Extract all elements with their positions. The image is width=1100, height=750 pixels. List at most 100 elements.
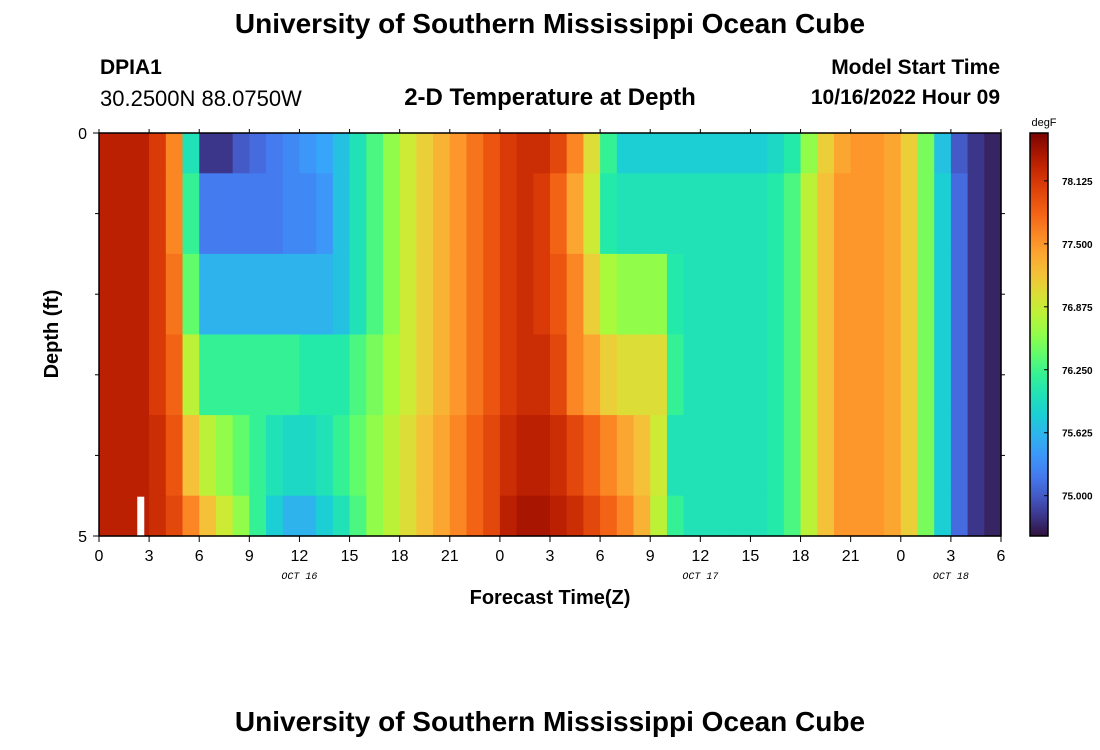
colorbar: 78.125 77.500 76.875 76.250 75.625 75.000 bbox=[1029, 132, 1093, 537]
heatmap-cell bbox=[349, 133, 367, 174]
heatmap-cell bbox=[733, 495, 752, 537]
heatmap-cell bbox=[934, 495, 952, 537]
heatmap-cell bbox=[182, 495, 200, 537]
heatmap-cell bbox=[132, 133, 150, 174]
heatmap-cell bbox=[867, 253, 885, 336]
x-axis: 0 3 6 9 12 15 18 21 0 3 6 9 12 15 18 21 0 3 6 bbox=[95, 129, 1006, 565]
heatmap-cell bbox=[516, 415, 534, 497]
heatmap-cell bbox=[132, 173, 150, 255]
heatmap-cell bbox=[349, 415, 367, 497]
heatmap-cell bbox=[867, 334, 885, 416]
heatmap-cell bbox=[316, 495, 334, 537]
heatmap-cell bbox=[449, 173, 468, 255]
heatmap-cell bbox=[884, 334, 902, 416]
heatmap-cell bbox=[533, 415, 551, 497]
heatmap-cell bbox=[984, 133, 1002, 174]
heatmap-cell bbox=[533, 173, 551, 255]
heatmap-cell bbox=[382, 133, 401, 174]
heatmap-cell bbox=[332, 173, 351, 255]
heatmap-cell bbox=[700, 173, 718, 255]
heatmap-cell bbox=[917, 495, 935, 537]
heatmap-cell bbox=[867, 173, 885, 255]
heatmap-cell bbox=[282, 133, 301, 174]
heatmap-cell bbox=[149, 173, 167, 255]
heatmap-cell bbox=[616, 415, 635, 497]
colorbar-ramp bbox=[1029, 132, 1049, 537]
heatmap-cell bbox=[499, 173, 518, 255]
heatmap-cells bbox=[99, 133, 1002, 537]
heatmap-cell bbox=[215, 173, 234, 255]
heatmap-cell bbox=[934, 133, 952, 174]
footer-title: University of Southern Mississippi Ocean… bbox=[234, 706, 866, 737]
y-tick-label: 0 bbox=[78, 126, 87, 143]
heatmap-cell bbox=[282, 495, 301, 537]
heatmap-cell bbox=[783, 495, 802, 537]
heatmap-cell bbox=[750, 495, 768, 537]
heatmap-cell bbox=[299, 415, 317, 497]
heatmap-cell bbox=[917, 334, 935, 416]
heatmap-cell bbox=[199, 415, 217, 497]
date-label: OCT 16 bbox=[281, 572, 317, 583]
heatmap-cell bbox=[833, 173, 852, 255]
heatmap-cell bbox=[616, 334, 635, 416]
x-tick-label: 18 bbox=[391, 548, 409, 565]
heatmap-cell bbox=[483, 415, 501, 497]
colorbar-tick-label: 75.625 bbox=[1062, 429, 1093, 440]
heatmap-cell bbox=[767, 133, 785, 174]
heatmap-cell bbox=[182, 334, 200, 416]
heatmap-cell bbox=[984, 334, 1002, 416]
colorbar-tick-label: 78.125 bbox=[1062, 177, 1093, 188]
heatmap-cell bbox=[149, 133, 167, 174]
heatmap-cell bbox=[299, 133, 317, 174]
heatmap-cell bbox=[767, 415, 785, 497]
heatmap-cell bbox=[433, 334, 451, 416]
colorbar-tick-label: 77.500 bbox=[1062, 240, 1093, 251]
heatmap-cell bbox=[165, 334, 184, 416]
heatmap-cell bbox=[249, 495, 267, 537]
heatmap-cell bbox=[633, 173, 651, 255]
heatmap-cell bbox=[165, 495, 184, 537]
heatmap-cell bbox=[650, 253, 668, 336]
heatmap-cell bbox=[566, 253, 585, 336]
heatmap-cell bbox=[700, 253, 718, 336]
x-tick-label: 6 bbox=[596, 548, 605, 565]
heatmap-cell bbox=[215, 334, 234, 416]
x-tick-label: 21 bbox=[441, 548, 459, 565]
heatmap-cell bbox=[115, 253, 134, 336]
heatmap-cell bbox=[683, 415, 701, 497]
heatmap-cell bbox=[165, 415, 184, 497]
heatmap-cell bbox=[800, 495, 818, 537]
heatmap-cell bbox=[399, 495, 417, 537]
heatmap-cell bbox=[499, 334, 518, 416]
heatmap-cell bbox=[984, 173, 1002, 255]
heatmap-cell bbox=[366, 253, 384, 336]
heatmap-cell bbox=[817, 334, 835, 416]
heatmap-cell bbox=[516, 253, 534, 336]
x-tick-label: 12 bbox=[291, 548, 309, 565]
heatmap-cell bbox=[366, 415, 384, 497]
heatmap-cell bbox=[433, 133, 451, 174]
heatmap-cell bbox=[282, 334, 301, 416]
heatmap-cell bbox=[833, 415, 852, 497]
heatmap-cell bbox=[633, 495, 651, 537]
heatmap-cell bbox=[399, 415, 417, 497]
heatmap-cell bbox=[583, 495, 601, 537]
heatmap-cell bbox=[266, 415, 284, 497]
heatmap-cell bbox=[149, 253, 167, 336]
heatmap-cell bbox=[199, 253, 217, 336]
heatmap-cell bbox=[700, 334, 718, 416]
heatmap-cell bbox=[850, 415, 868, 497]
x-tick-label: 9 bbox=[646, 548, 655, 565]
heatmap-cell bbox=[683, 334, 701, 416]
x-tick-label: 0 bbox=[95, 548, 104, 565]
heatmap-cell bbox=[633, 133, 651, 174]
heatmap-cell bbox=[399, 173, 417, 255]
heatmap-cell bbox=[366, 133, 384, 174]
heatmap-cell bbox=[132, 253, 150, 336]
heatmap-cell bbox=[950, 133, 969, 174]
heatmap-cell bbox=[850, 253, 868, 336]
heatmap-cell bbox=[499, 253, 518, 336]
heatmap-cell bbox=[934, 253, 952, 336]
heatmap-cell bbox=[884, 173, 902, 255]
heatmap-cell bbox=[165, 133, 184, 174]
